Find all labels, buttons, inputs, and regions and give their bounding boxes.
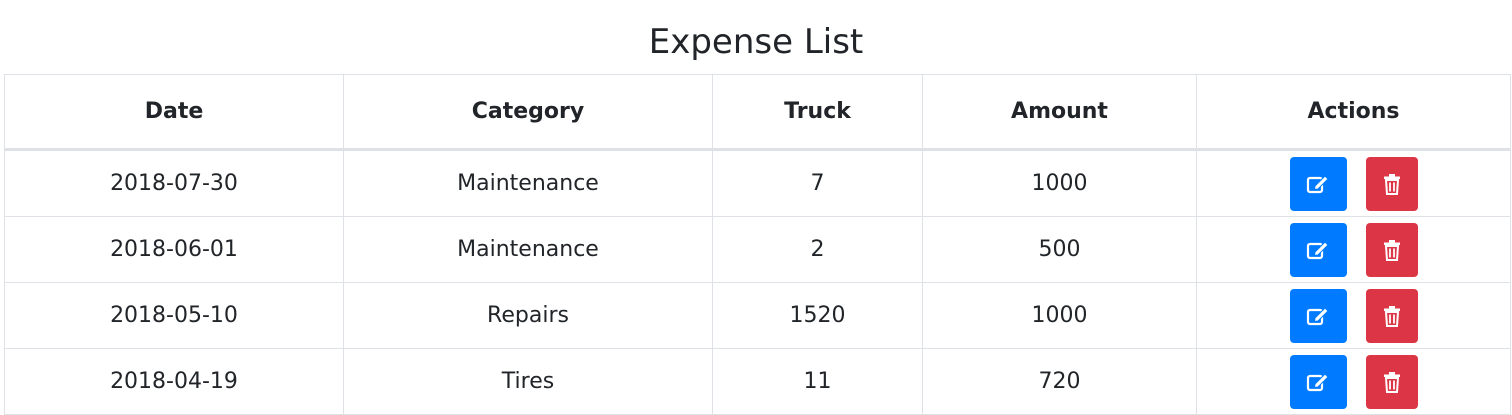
- cell-actions: [1196, 149, 1511, 217]
- cell-date: 2018-04-19: [4, 348, 344, 415]
- cell-amount: 500: [922, 216, 1197, 283]
- delete-button[interactable]: [1365, 288, 1418, 343]
- cell-truck: 11: [712, 348, 923, 415]
- trash-icon: [1383, 239, 1400, 261]
- column-header-date: Date: [4, 74, 344, 151]
- column-header-truck: Truck: [712, 74, 923, 151]
- cell-category: Maintenance: [343, 216, 713, 283]
- edit-icon: [1306, 306, 1329, 325]
- cell-amount: 1000: [922, 282, 1197, 349]
- delete-button[interactable]: [1365, 222, 1418, 277]
- edit-button[interactable]: [1289, 156, 1347, 211]
- table-header-row: Date Category Truck Amount Actions: [4, 74, 1511, 151]
- cell-date: 2018-06-01: [4, 216, 344, 283]
- cell-actions: [1196, 348, 1511, 415]
- table-row: 2018-07-30 Maintenance 7 1000: [4, 149, 1511, 217]
- cell-date: 2018-07-30: [4, 149, 344, 217]
- cell-truck: 2: [712, 216, 923, 283]
- cell-truck: 7: [712, 149, 923, 217]
- cell-actions: [1196, 216, 1511, 283]
- table-row: 2018-05-10 Repairs 1520 1000: [4, 282, 1511, 349]
- trash-icon: [1383, 305, 1400, 327]
- cell-date: 2018-05-10: [4, 282, 344, 349]
- page-title: Expense List: [648, 22, 864, 62]
- edit-button[interactable]: [1289, 354, 1347, 409]
- trash-icon: [1383, 173, 1400, 195]
- delete-button[interactable]: [1365, 354, 1418, 409]
- cell-amount: 720: [922, 348, 1197, 415]
- cell-category: Repairs: [343, 282, 713, 349]
- cell-amount: 1000: [922, 149, 1197, 217]
- edit-icon: [1306, 174, 1329, 193]
- table-row: 2018-04-19 Tires 11 720: [4, 348, 1511, 415]
- cell-category: Tires: [343, 348, 713, 415]
- cell-actions: [1196, 282, 1511, 349]
- table-row: 2018-06-01 Maintenance 2 500: [4, 216, 1511, 283]
- delete-button[interactable]: [1365, 156, 1418, 211]
- edit-button[interactable]: [1289, 288, 1347, 343]
- edit-icon: [1306, 372, 1329, 391]
- cell-truck: 1520: [712, 282, 923, 349]
- column-header-actions: Actions: [1196, 74, 1511, 151]
- edit-icon: [1306, 240, 1329, 259]
- column-header-amount: Amount: [922, 74, 1197, 151]
- expense-table: Date Category Truck Amount Actions 2018-…: [4, 74, 1511, 415]
- cell-category: Maintenance: [343, 149, 713, 217]
- trash-icon: [1383, 371, 1400, 393]
- edit-button[interactable]: [1289, 222, 1347, 277]
- column-header-category: Category: [343, 74, 713, 151]
